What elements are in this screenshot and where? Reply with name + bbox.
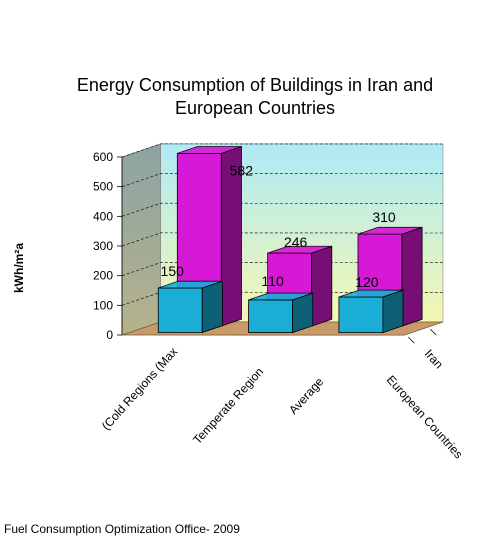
bar-iran-3-side xyxy=(401,226,423,327)
bar-europe-3-front xyxy=(338,296,384,334)
bar-europe-1-value-label: 150 xyxy=(161,263,185,279)
bar-europe-1-side xyxy=(201,280,223,334)
y-tick-label: 0 xyxy=(106,328,113,342)
y-axis-label: kWh/m²a xyxy=(12,243,26,293)
y-tick-label: 300 xyxy=(93,239,113,253)
gridline xyxy=(121,232,444,247)
chart-title: Energy Consumption of Buildings in Iran … xyxy=(40,74,470,120)
y-tick-label: 400 xyxy=(93,209,113,223)
series-axis-label-2: Iran xyxy=(422,347,446,372)
y-tick-label: 200 xyxy=(93,269,113,283)
bar-europe-3-value-label: 120 xyxy=(355,274,379,290)
bar-iran-2-value-label: 246 xyxy=(284,234,308,250)
category-label-1: (Cold Regions (Max xyxy=(99,345,180,433)
bar-europe-1 xyxy=(157,280,223,334)
gridline xyxy=(121,143,444,158)
gridline xyxy=(121,262,444,276)
source-note: Fuel Consumption Optimization Office- 20… xyxy=(4,522,240,536)
chart-title-line-1: Energy Consumption of Buildings in Iran … xyxy=(76,75,434,95)
y-tick-label: 500 xyxy=(93,180,113,194)
depth-tick-mark xyxy=(430,328,437,336)
gridline xyxy=(121,173,444,187)
bar-iran-2-side xyxy=(311,245,333,327)
bar-iran-3-top xyxy=(357,226,423,235)
category-label-3: Average xyxy=(286,374,326,417)
bar-iran-3-value-label: 310 xyxy=(372,209,396,225)
bar-europe-3-top xyxy=(338,289,404,298)
gridline xyxy=(121,202,444,217)
bar-iran-2-top xyxy=(267,245,332,254)
bar-europe-1-top xyxy=(158,280,223,289)
y-tick-label: 600 xyxy=(93,150,113,164)
y-tick-label: 100 xyxy=(93,298,113,312)
bar-iran-1-value-label: 582 xyxy=(230,162,254,178)
bar-europe-3-side xyxy=(382,289,404,334)
bar-europe-2-top xyxy=(248,292,313,301)
bar-europe-3 xyxy=(338,289,404,334)
category-label-2: Temperate Region xyxy=(190,365,266,447)
chart-title-line-2: European Countries xyxy=(174,98,336,118)
bar-europe-2-value-label: 110 xyxy=(261,273,284,289)
bar-europe-1-front xyxy=(157,287,203,333)
series-axis-label-1: European Countries xyxy=(384,373,466,462)
bar-europe-2-front xyxy=(248,299,293,333)
depth-tick-mark xyxy=(408,336,415,344)
bar-iran-1-top xyxy=(177,146,242,154)
bar-europe-2 xyxy=(248,292,314,334)
